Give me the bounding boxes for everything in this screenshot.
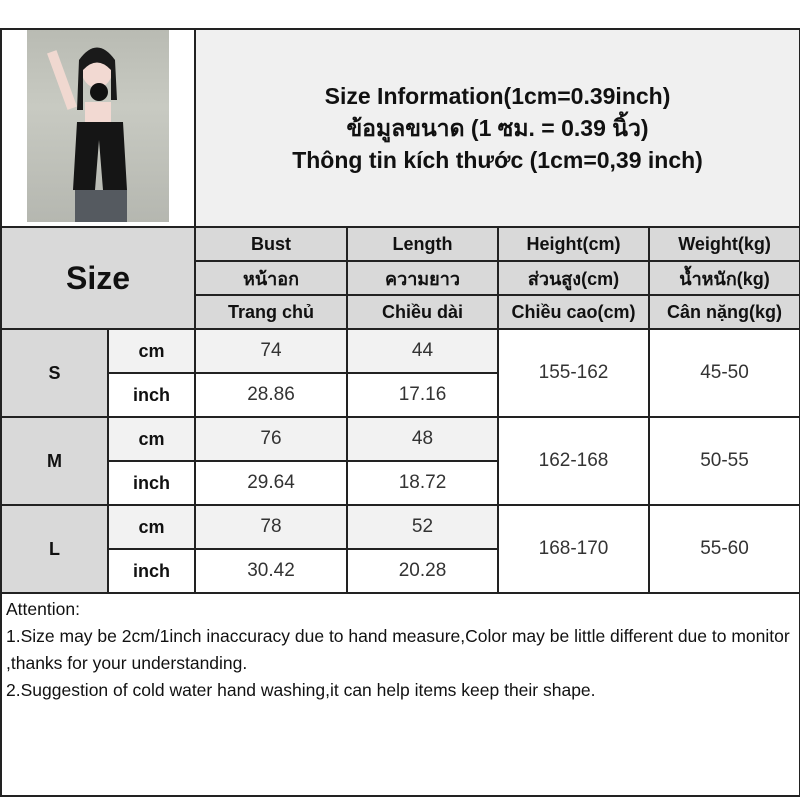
title-vietnamese: Thông tin kích thước (1cm=0,39 inch) [292, 147, 703, 173]
col-height-vi: Chiều cao(cm) [497, 294, 650, 330]
table-row: S cm 74 44 155-162 45-50 [0, 328, 800, 418]
length-cm: 48 [346, 416, 499, 462]
height-range: 155-162 [497, 328, 650, 418]
size-header: Size [0, 226, 196, 330]
product-photo [27, 30, 169, 222]
weight-range: 55-60 [647, 504, 800, 594]
table-row: L cm 78 52 168-170 55-60 [0, 504, 800, 594]
bust-cm: 74 [194, 328, 348, 374]
col-length-th: ความยาว [346, 260, 499, 296]
bust-inch: 30.42 [194, 548, 348, 594]
product-image-cell [0, 28, 196, 228]
size-chart: Size Information(1cm=0.39inch) ข้อมูลขนา… [0, 28, 800, 797]
col-height-th: ส่วนสูง(cm) [497, 260, 650, 296]
attention-note-1: 1.Size may be 2cm/1inch inaccuracy due t… [6, 626, 790, 673]
size-s: S [0, 328, 109, 418]
length-inch: 20.28 [346, 548, 499, 594]
weight-range: 45-50 [647, 328, 800, 418]
attention-note-2: 2.Suggestion of cold water hand washing,… [6, 680, 596, 700]
height-range: 168-170 [497, 504, 650, 594]
title-english: Size Information(1cm=0.39inch) [324, 83, 671, 109]
col-bust-th: หน้าอก [194, 260, 348, 296]
unit-inch: inch [107, 548, 196, 594]
table-row: inch 29.64 18.72 [1, 460, 800, 506]
unit-cm: cm [107, 504, 196, 550]
size-m: M [0, 416, 109, 506]
length-inch: 18.72 [346, 460, 499, 506]
unit-cm: cm [107, 328, 196, 374]
length-inch: 17.16 [346, 372, 499, 418]
bust-inch: 29.64 [194, 460, 348, 506]
size-l: L [0, 504, 109, 594]
table-row: inch 30.42 20.28 [1, 548, 800, 594]
col-weight-th: น้ำหนัก(kg) [647, 260, 800, 296]
col-weight-vi: Cân nặng(kg) [647, 294, 800, 330]
weight-range: 50-55 [647, 416, 800, 506]
col-bust-en: Bust [194, 226, 348, 262]
col-length-vi: Chiều dài [346, 294, 499, 330]
unit-inch: inch [107, 372, 196, 418]
col-bust-vi: Trang chủ [194, 294, 348, 330]
attention-notes: Attention: 1.Size may be 2cm/1inch inacc… [0, 592, 800, 797]
attention-heading: Attention: [6, 599, 80, 619]
col-weight-en: Weight(kg) [647, 226, 800, 262]
col-length-en: Length [346, 226, 499, 262]
unit-inch: inch [107, 460, 196, 506]
bust-cm: 76 [194, 416, 348, 462]
bust-inch: 28.86 [194, 372, 348, 418]
size-info-title: Size Information(1cm=0.39inch) ข้อมูลขนา… [193, 28, 800, 228]
bust-cm: 78 [194, 504, 348, 550]
height-range: 162-168 [497, 416, 650, 506]
table-row: M cm 76 48 162-168 50-55 [0, 416, 800, 506]
unit-cm: cm [107, 416, 196, 462]
col-height-en: Height(cm) [497, 226, 650, 262]
length-cm: 44 [346, 328, 499, 374]
table-row: inch 28.86 17.16 [1, 372, 800, 418]
length-cm: 52 [346, 504, 499, 550]
title-thai: ข้อมูลขนาด (1 ซม. = 0.39 นิ้ว) [346, 115, 649, 141]
